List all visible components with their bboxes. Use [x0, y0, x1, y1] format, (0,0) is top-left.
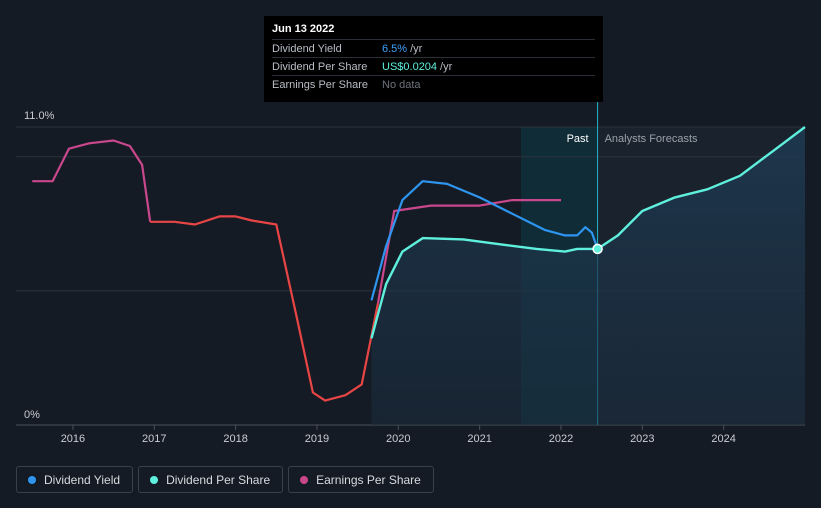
dividend-per-share-line [370, 126, 806, 339]
x-tick-label: 2016 [61, 433, 85, 445]
tooltip-date: Jun 13 2022 [272, 23, 335, 35]
legend-dot-icon [28, 475, 36, 484]
x-tick-label: 2017 [142, 433, 166, 445]
earnings-per-share-decline-line [150, 215, 380, 402]
tooltip-label: Dividend Per Share [272, 60, 368, 73]
legend-label: Earnings Per Share [316, 472, 421, 487]
tooltip-row-dividend-per-share: Dividend Per Share US$0.0204 /yr [272, 57, 595, 75]
earnings-per-share-recovery-line [376, 199, 561, 304]
x-tick-label: 2020 [386, 433, 410, 445]
tooltip-label: Dividend Yield [272, 42, 342, 55]
y-tick-label: 0% [24, 409, 40, 421]
y-tick-label: 11.0% [24, 110, 55, 122]
dividend-yield-line [370, 180, 599, 301]
x-tick-label: 2018 [223, 433, 247, 445]
dividend-per-share-area [371, 127, 805, 425]
chart-tooltip: Jun 13 2022 Dividend Yield 6.5% /yr Divi… [264, 16, 603, 102]
x-tick-label: 2019 [305, 433, 329, 445]
legend-item-earnings-per-share[interactable]: Earnings Per Share [288, 466, 434, 493]
tooltip-unit: /yr [440, 60, 453, 73]
tooltip-value: US$0.0204 [382, 60, 438, 73]
legend-label: Dividend Yield [44, 472, 121, 487]
tooltip-label: Earnings Per Share [272, 78, 368, 91]
chart-legend: Dividend Yield Dividend Per Share Earnin… [16, 466, 434, 493]
earnings-per-share-line [32, 139, 152, 222]
legend-dot-icon [150, 475, 159, 484]
legend-item-dividend-yield[interactable]: Dividend Yield [16, 466, 134, 493]
past-region-label: Past [567, 133, 589, 145]
x-tick-label: 2023 [630, 433, 654, 445]
legend-item-dividend-per-share[interactable]: Dividend Per Share [138, 466, 284, 493]
forecast-region-label: Analysts Forecasts [605, 133, 698, 145]
legend-label: Dividend Per Share [166, 472, 271, 487]
tooltip-value: 6.5% [382, 42, 408, 55]
legend-dot-icon [300, 475, 309, 484]
x-tick-label: 2022 [549, 433, 573, 445]
selected-point-marker [592, 243, 603, 255]
x-tick-label: 2024 [711, 433, 735, 445]
tooltip-row-dividend-yield: Dividend Yield 6.5% /yr [272, 39, 595, 57]
x-tick-label: 2021 [467, 433, 491, 445]
tooltip-row-earnings-per-share: Earnings Per Share No data [272, 75, 595, 93]
tooltip-unit: /yr [410, 42, 423, 55]
tooltip-value: No data [382, 78, 421, 91]
